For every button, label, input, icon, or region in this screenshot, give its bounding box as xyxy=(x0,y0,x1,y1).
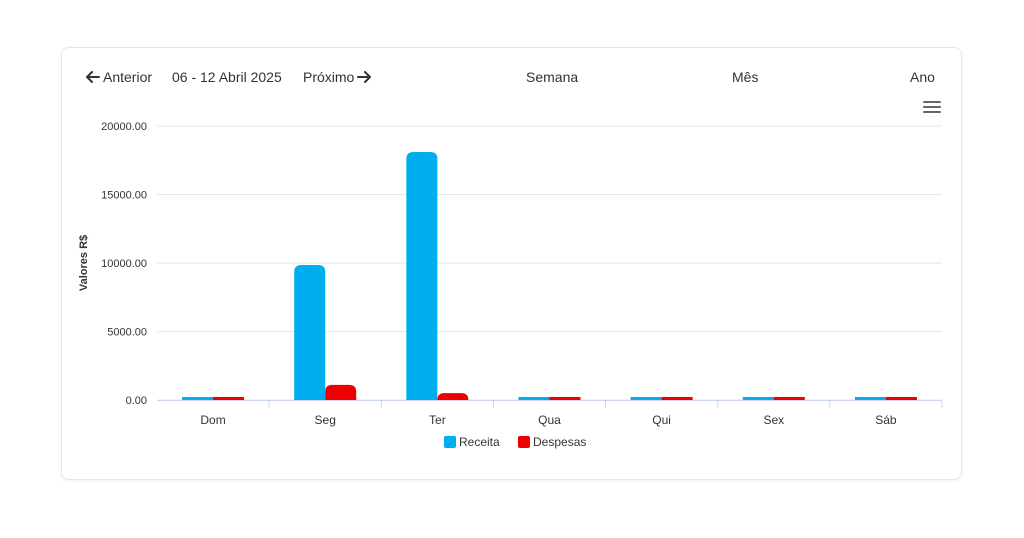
x-tick-label: Qui xyxy=(652,413,671,427)
y-tick-label: 15000.00 xyxy=(101,190,147,202)
legend-label-receita: Receita xyxy=(459,435,500,449)
x-tick-label: Seg xyxy=(315,413,336,427)
y-tick-label: 5000.00 xyxy=(107,327,147,339)
bar-chart: 0.00 5000.00 10000.00 15000.00 20000.00 Valor… xyxy=(78,121,943,449)
y-tick-label: 10000.00 xyxy=(101,258,147,270)
bar-despesas xyxy=(437,393,469,400)
chart-toolbar: Anterior 06 - 12 Abril 2025 Próximo Sema… xyxy=(62,48,961,108)
bar-despesas xyxy=(661,397,693,400)
y-tick-label: 0.00 xyxy=(126,395,147,407)
y-tick-label: 20000.00 xyxy=(101,121,147,133)
bar-receita xyxy=(406,152,438,400)
x-tick-label: Ter xyxy=(429,413,446,427)
legend-label-despesas: Despesas xyxy=(533,435,586,449)
x-tick-label: Qua xyxy=(538,413,561,427)
legend-swatch-receita xyxy=(444,436,456,448)
bar-despesas xyxy=(549,397,581,400)
x-tick-label: Sex xyxy=(763,413,784,427)
bar-despesas xyxy=(213,397,245,400)
bar-receita xyxy=(854,397,886,400)
chart-card: Anterior 06 - 12 Abril 2025 Próximo Sema… xyxy=(61,47,962,480)
next-label: Próximo xyxy=(303,69,355,85)
x-tick-label: Sáb xyxy=(875,413,897,427)
bar-despesas xyxy=(885,397,917,400)
next-button[interactable]: Próximo xyxy=(303,68,372,86)
legend-swatch-despesas xyxy=(518,436,530,448)
arrow-right-icon xyxy=(357,71,372,83)
y-axis-title: Valores R$ xyxy=(78,235,90,291)
bar-receita xyxy=(182,397,214,400)
hamburger-menu-icon[interactable] xyxy=(923,101,941,115)
previous-button[interactable]: Anterior xyxy=(86,68,152,86)
bar-despesas xyxy=(773,397,805,400)
bar-receita xyxy=(742,397,774,400)
bar-receita xyxy=(294,265,326,400)
range-year-button[interactable]: Ano xyxy=(910,69,935,85)
range-month-button[interactable]: Mês xyxy=(732,69,759,85)
arrow-left-icon xyxy=(86,71,100,83)
bar-receita xyxy=(518,397,550,400)
period-label: 06 - 12 Abril 2025 xyxy=(172,69,282,85)
previous-label: Anterior xyxy=(103,69,153,85)
range-week-button[interactable]: Semana xyxy=(526,69,579,85)
bar-despesas xyxy=(325,384,357,400)
x-tick-label: Dom xyxy=(200,413,225,427)
bar-receita xyxy=(630,397,662,400)
